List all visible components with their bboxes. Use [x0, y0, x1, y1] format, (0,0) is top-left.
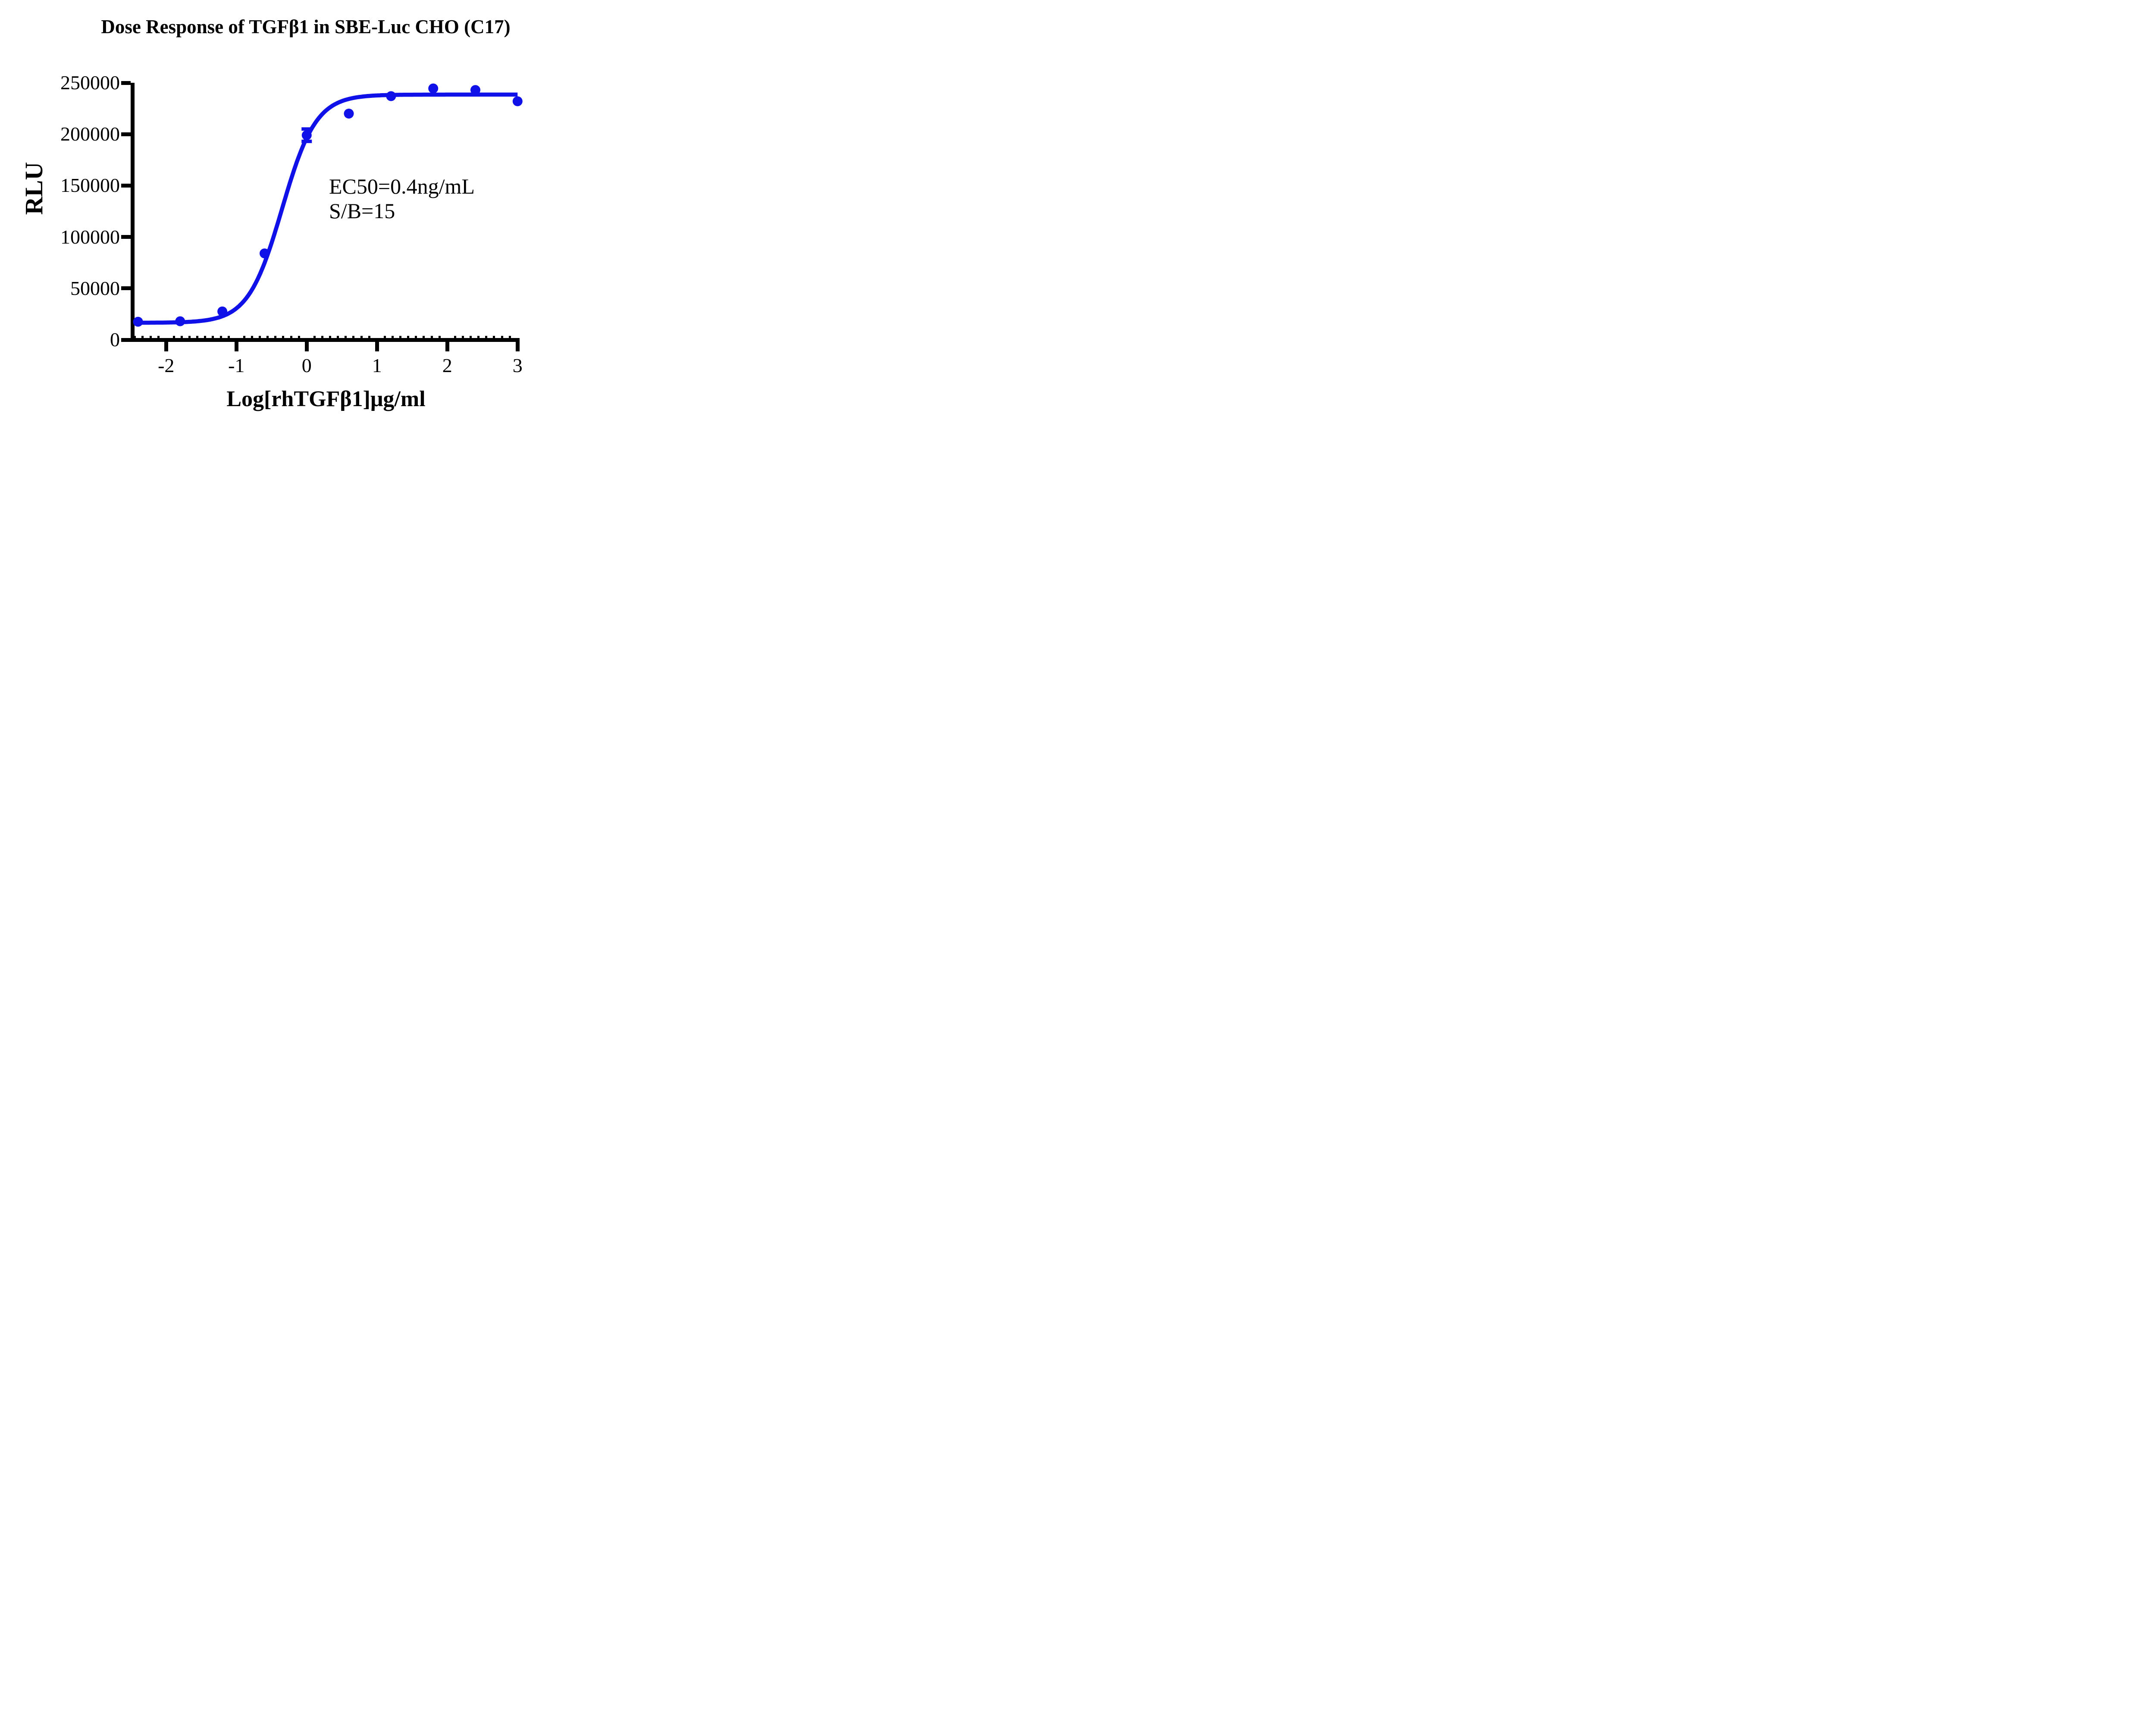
y-tick	[121, 183, 131, 188]
x-minor-tick	[438, 335, 441, 338]
y-tick-label: 50000	[70, 277, 120, 299]
data-point	[133, 316, 143, 327]
x-minor-tick	[461, 335, 464, 338]
x-tick	[375, 341, 379, 351]
y-tick	[121, 286, 131, 291]
x-minor-tick	[290, 335, 292, 338]
x-tick-label: 0	[301, 354, 312, 376]
x-minor-tick	[313, 335, 316, 338]
x-minor-tick	[477, 335, 480, 338]
x-minor-tick	[188, 335, 191, 338]
x-minor-tick	[282, 335, 285, 338]
annotation-ec50: EC50=0.4ng/mL	[329, 174, 475, 198]
x-tick-label: -1	[228, 354, 245, 376]
y-tick-label: 0	[110, 329, 120, 351]
data-point	[260, 248, 270, 259]
data-point	[301, 130, 312, 141]
y-tick	[121, 132, 131, 136]
x-minor-tick	[501, 335, 503, 338]
curve-and-points-plot	[133, 83, 523, 327]
x-minor-tick	[368, 335, 370, 338]
x-minor-tick	[180, 335, 183, 338]
y-tick	[121, 81, 131, 85]
x-minor-tick	[227, 335, 230, 338]
data-point	[428, 83, 439, 94]
x-minor-tick	[196, 335, 199, 338]
chart-title: Dose Response of TGFβ1 in SBE-Luc CHO (C…	[101, 16, 511, 38]
x-minor-tick	[485, 335, 488, 338]
x-minor-tick	[134, 335, 136, 338]
x-minor-tick	[251, 335, 253, 338]
x-minor-tick	[274, 335, 277, 338]
y-axis-line	[130, 83, 135, 342]
x-minor-tick	[298, 335, 300, 338]
data-point	[512, 96, 523, 106]
x-minor-tick	[329, 335, 332, 338]
x-axis-line	[121, 338, 520, 342]
x-minor-tick	[243, 335, 245, 338]
annotation-signal-to-background: S/B=15	[329, 199, 395, 223]
x-minor-tick	[508, 335, 511, 338]
x-minor-tick	[259, 335, 261, 338]
data-point	[175, 316, 185, 326]
x-minor-tick	[204, 335, 207, 338]
y-tick-label: 150000	[60, 174, 120, 197]
x-axis-title: Log[rhTGFβ1]μg/ml	[226, 387, 426, 411]
data-point	[470, 85, 480, 95]
annotation-block: EC50=0.4ng/mL S/B=15	[329, 174, 475, 223]
x-tick	[304, 341, 309, 351]
data-point	[217, 306, 228, 316]
x-minor-tick	[157, 335, 160, 338]
x-minor-tick	[266, 335, 269, 338]
x-minor-tick	[430, 335, 433, 338]
x-minor-tick	[360, 335, 363, 338]
x-tick-label: -2	[158, 354, 175, 376]
y-tick	[121, 338, 131, 342]
x-minor-tick	[212, 335, 214, 338]
x-minor-tick	[321, 335, 323, 338]
x-tick	[515, 341, 520, 351]
data-point	[386, 91, 396, 101]
x-tick-label: 3	[512, 354, 523, 376]
x-minor-tick	[352, 335, 355, 338]
dose-response-figure: Dose Response of TGFβ1 in SBE-Luc CHO (C…	[0, 0, 603, 431]
x-tick	[234, 341, 238, 351]
x-minor-tick	[493, 335, 495, 338]
x-minor-tick	[391, 335, 394, 338]
x-minor-tick	[470, 335, 472, 338]
x-minor-tick	[219, 335, 222, 338]
x-minor-tick	[172, 335, 175, 338]
y-tick	[121, 235, 131, 239]
x-minor-tick	[383, 335, 386, 338]
x-minor-tick	[407, 335, 410, 338]
x-minor-tick	[454, 335, 456, 338]
x-minor-tick	[423, 335, 425, 338]
y-tick-label: 100000	[60, 225, 120, 248]
x-tick	[445, 341, 449, 351]
x-minor-tick	[149, 335, 152, 338]
x-minor-tick	[345, 335, 347, 338]
x-tick-label: 1	[372, 354, 382, 376]
x-tick	[164, 341, 168, 351]
fit-curve	[134, 92, 518, 325]
x-tick-label: 2	[442, 354, 452, 376]
y-tick-label: 200000	[60, 123, 120, 145]
y-tick-label: 250000	[60, 72, 120, 94]
x-minor-tick	[337, 335, 339, 338]
x-minor-tick	[399, 335, 402, 338]
x-minor-tick	[141, 335, 144, 338]
data-point	[344, 109, 354, 119]
x-minor-tick	[415, 335, 417, 338]
